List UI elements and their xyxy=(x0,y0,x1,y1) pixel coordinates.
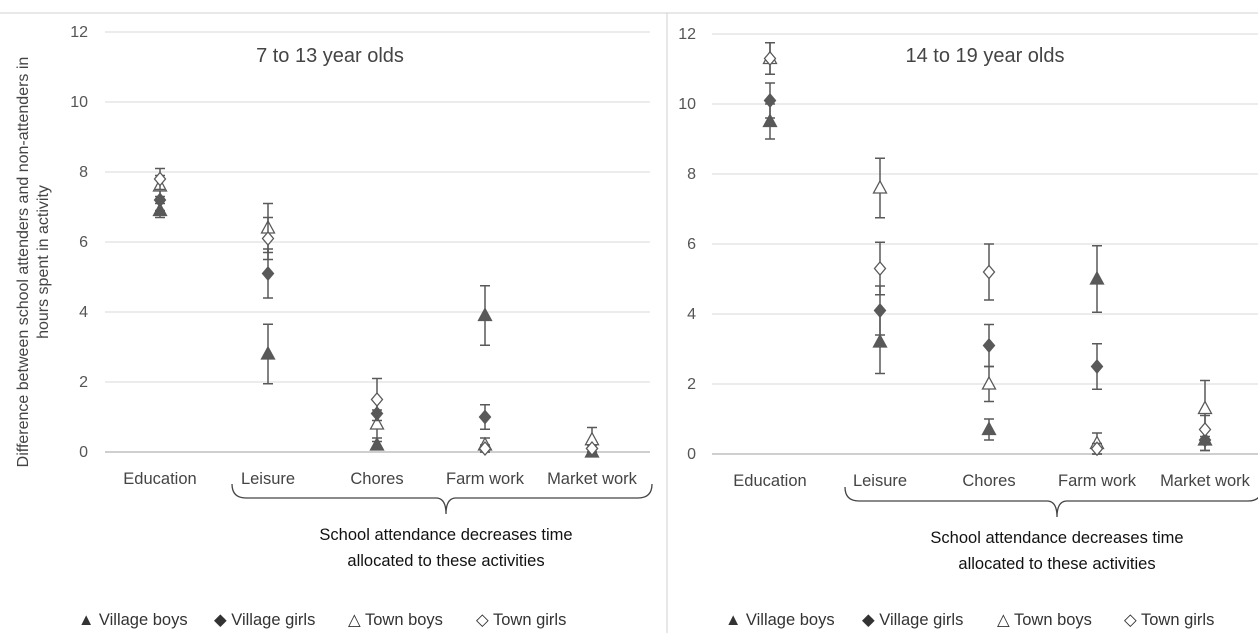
annotation-line1-14-19: School attendance decreases time xyxy=(930,529,1183,547)
grouping-brace xyxy=(231,483,653,515)
data-point-village-boys-farm-work xyxy=(477,307,493,322)
panel-14-19: 14 to 19 year olds School attendance dec… xyxy=(678,26,1258,573)
data-point-town-girls-leisure xyxy=(261,230,275,247)
annotation-line2-14-19: allocated to these activities xyxy=(958,555,1155,573)
category-label-education: Education xyxy=(123,470,196,488)
y-tick-label: 8 xyxy=(79,164,88,181)
data-point-village-boys-chores xyxy=(981,421,997,436)
data-point-town-girls-chores xyxy=(370,391,384,408)
data-point-town-girls-market-work xyxy=(1198,421,1212,438)
category-label-leisure: Leisure xyxy=(853,472,907,490)
category-label-chores: Chores xyxy=(962,472,1015,490)
annotation-line1-7-13: School attendance decreases time xyxy=(319,526,572,544)
category-label-market-work: Market work xyxy=(1160,472,1251,490)
y-tick-label: 2 xyxy=(687,376,696,393)
legend-item-village-girls: ◆ Village girls xyxy=(862,611,963,629)
legend-item-village-boys: ▲ Village boys xyxy=(78,611,188,629)
data-point-town-boys-chores xyxy=(981,375,997,390)
data-point-village-boys-leisure xyxy=(872,333,888,348)
y-axis-label-line1: Difference between school attenders and … xyxy=(15,57,32,468)
y-tick-label: 0 xyxy=(687,446,696,463)
legend-item-town-girls: ◇ Town girls xyxy=(476,611,566,629)
category-label-chores: Chores xyxy=(350,470,403,488)
y-tick-label: 0 xyxy=(79,444,88,461)
category-label-farm-work: Farm work xyxy=(1058,472,1137,490)
category-label-farm-work: Farm work xyxy=(446,470,525,488)
data-point-town-girls-leisure xyxy=(873,260,887,277)
legend-item-town-girls: ◇ Town girls xyxy=(1124,611,1214,629)
data-point-town-girls-education xyxy=(153,171,167,187)
panel-title-14-19: 14 to 19 year olds xyxy=(906,45,1065,67)
series-town-girls xyxy=(763,42,1212,457)
category-label-market-work: Market work xyxy=(547,470,638,488)
data-point-town-boys-market-work xyxy=(1197,400,1213,415)
panel-title-7-13: 7 to 13 year olds xyxy=(256,45,404,67)
data-point-town-girls-farm-work xyxy=(1090,441,1104,457)
y-tick-label: 4 xyxy=(687,306,696,323)
gridlines xyxy=(105,31,650,453)
panel-7-13: 7 to 13 year olds School attendance decr… xyxy=(70,24,653,570)
y-tick-label: 6 xyxy=(79,234,88,251)
legend-item-village-girls: ◆ Village girls xyxy=(214,611,315,629)
y-tick-label: 12 xyxy=(70,24,88,41)
y-tick-label: 10 xyxy=(678,96,696,113)
data-point-town-girls-market-work xyxy=(585,440,599,457)
category-label-leisure: Leisure xyxy=(241,470,295,488)
category-label-education: Education xyxy=(733,472,806,490)
data-point-village-boys-farm-work xyxy=(1089,270,1105,285)
y-tick-label: 4 xyxy=(79,304,88,321)
legend-14-19: ▲ Village boys ◆ Village girls △ Town bo… xyxy=(725,611,1214,629)
y-tick-label: 2 xyxy=(79,374,88,391)
legend-item-village-boys: ▲ Village boys xyxy=(725,611,835,629)
data-point-village-boys-leisure xyxy=(260,345,276,360)
grouping-brace xyxy=(844,486,1258,518)
legend-item-town-boys: △ Town boys xyxy=(348,611,443,629)
y-tick-label: 8 xyxy=(687,166,696,183)
legend-item-town-boys: △ Town boys xyxy=(997,611,1092,629)
data-point-town-boys-leisure xyxy=(872,179,888,194)
data-point-village-girls-farm-work xyxy=(478,409,492,425)
data-point-village-girls-education xyxy=(763,92,777,109)
y-tick-label: 12 xyxy=(678,26,696,43)
annotation-line2-7-13: allocated to these activities xyxy=(347,552,544,570)
data-point-town-girls-education xyxy=(763,50,777,67)
series-town-girls xyxy=(153,167,599,457)
data-point-village-girls-chores xyxy=(982,337,996,354)
series-village-boys xyxy=(152,202,600,458)
legend-7-13: ▲ Village boys ◆ Village girls △ Town bo… xyxy=(78,611,566,629)
data-point-town-girls-farm-work xyxy=(478,440,492,457)
data-point-town-boys-chores xyxy=(369,415,385,430)
data-point-town-girls-chores xyxy=(982,264,996,280)
y-tick-label: 10 xyxy=(70,94,88,111)
y-tick-label: 6 xyxy=(687,236,696,253)
data-point-village-girls-farm-work xyxy=(1090,358,1104,375)
data-point-village-girls-leisure xyxy=(873,302,887,319)
series-village-girls xyxy=(153,188,599,457)
data-point-village-girls-leisure xyxy=(261,265,275,282)
data-point-village-boys-education xyxy=(762,113,778,128)
data-point-village-boys-chores xyxy=(369,436,385,451)
series-town-boys xyxy=(152,174,600,453)
y-axis-label-line2: hours spent in activity xyxy=(35,185,52,339)
